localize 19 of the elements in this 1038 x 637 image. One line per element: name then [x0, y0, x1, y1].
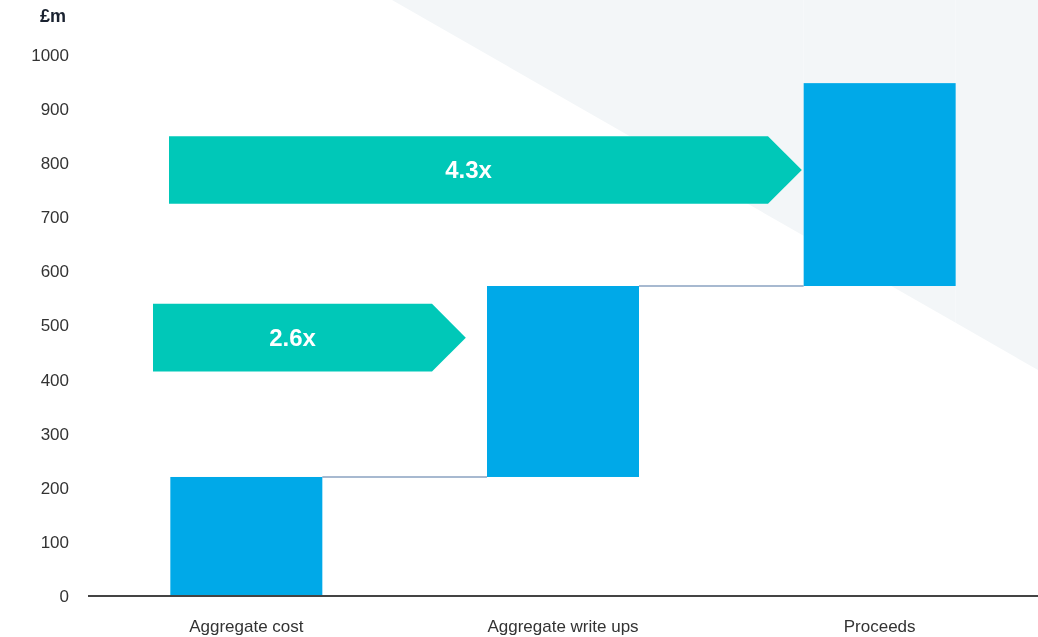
y-tick-label: 200	[40, 478, 69, 498]
y-tick-label: 0	[59, 586, 69, 606]
y-tick-label: 900	[40, 100, 69, 120]
y-tick-label: 1000	[31, 45, 69, 65]
x-tick-label: Aggregate write ups	[487, 617, 639, 636]
bar	[170, 476, 323, 596]
x-tick-label: Aggregate cost	[189, 617, 304, 636]
y-tick-label: 300	[40, 424, 69, 444]
y-axis-title: £m	[39, 6, 66, 26]
y-tick-label: 700	[40, 208, 69, 228]
y-tick-label: 600	[40, 262, 69, 282]
bar	[487, 286, 639, 477]
y-tick-label: 100	[40, 532, 69, 552]
y-tick-label: 500	[40, 316, 69, 336]
x-tick-label: Proceeds	[843, 617, 916, 636]
annotation: 4.3x	[445, 156, 493, 184]
annotation: 2.6x	[269, 324, 317, 352]
y-tick-label: 400	[40, 370, 69, 390]
y-tick-label: 800	[40, 154, 69, 174]
